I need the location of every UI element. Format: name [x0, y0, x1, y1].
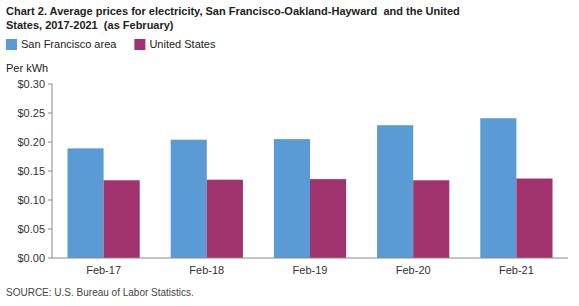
y-tick	[48, 171, 52, 172]
y-tick-label: $0.30	[17, 78, 45, 90]
bar	[310, 179, 346, 258]
bar	[377, 125, 413, 258]
y-tick	[48, 84, 52, 85]
bar	[480, 118, 516, 258]
bar	[104, 180, 140, 258]
legend-item: San Francisco area	[6, 38, 117, 50]
y-tick	[48, 142, 52, 143]
y-tick-label: $0.10	[17, 194, 45, 206]
bar	[516, 179, 552, 258]
y-tick-label: $0.05	[17, 223, 45, 235]
title: Chart 2. Average prices for electricity,…	[6, 5, 460, 31]
x-axis-line	[52, 258, 568, 259]
x-tick-label: Feb-20	[396, 264, 431, 276]
bar	[274, 139, 310, 258]
legend-swatch	[134, 39, 145, 50]
y-axis-label: Per kWh	[6, 62, 48, 74]
y-tick	[48, 113, 52, 114]
bar	[207, 180, 243, 258]
annotation: SOURCE: U.S. Bureau of Labor Statistics.	[6, 287, 194, 298]
chart: Chart 2. Average prices for electricity,…	[0, 0, 579, 306]
x-tick-label: Feb-19	[293, 264, 328, 276]
legend-swatch	[6, 39, 17, 50]
x-tick-label: Feb-18	[189, 264, 224, 276]
legend-label: United States	[149, 38, 216, 50]
y-tick-label: $0.00	[17, 252, 45, 264]
y-tick-label: $0.25	[17, 107, 45, 119]
y-tick	[48, 229, 52, 230]
x-tick-label: Feb-17	[86, 264, 121, 276]
bar	[67, 148, 103, 258]
y-tick-label: $0.15	[17, 165, 45, 177]
title-line: Chart 2. Average prices for electricity,…	[6, 5, 460, 17]
bars	[67, 118, 552, 258]
x-tick-label: Feb-21	[499, 264, 534, 276]
title-line: States, 2017-2021 (as February)	[6, 19, 174, 31]
bar	[413, 180, 449, 258]
y-tick	[48, 258, 52, 259]
bar	[171, 140, 207, 258]
legend-item: United States	[134, 38, 216, 50]
y-axis-line	[52, 84, 53, 258]
y-tick-label: $0.20	[17, 136, 45, 148]
y-tick	[48, 200, 52, 201]
legend-label: San Francisco area	[21, 38, 117, 50]
